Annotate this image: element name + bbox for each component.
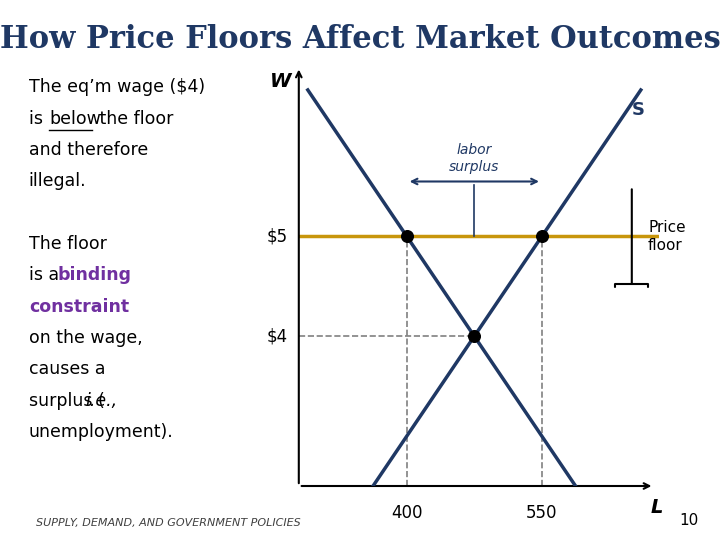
Text: illegal.: illegal. — [29, 172, 86, 190]
Text: the floor: the floor — [94, 110, 173, 127]
Text: SUPPLY, DEMAND, AND GOVERNMENT POLICIES: SUPPLY, DEMAND, AND GOVERNMENT POLICIES — [36, 518, 301, 528]
Text: and therefore: and therefore — [29, 141, 148, 159]
Text: surplus (: surplus ( — [29, 392, 104, 409]
Text: is: is — [29, 110, 48, 127]
Text: L: L — [651, 498, 663, 517]
Text: Price
floor: Price floor — [648, 220, 685, 253]
Text: How Price Floors Affect Market Outcomes: How Price Floors Affect Market Outcomes — [0, 24, 720, 55]
Text: i.e.,: i.e., — [85, 392, 117, 409]
Text: labor
surplus: labor surplus — [449, 143, 500, 173]
Text: on the wage,: on the wage, — [29, 329, 143, 347]
Text: $4: $4 — [267, 327, 288, 345]
Point — [401, 232, 413, 241]
Text: S: S — [632, 101, 645, 119]
Text: below: below — [49, 110, 101, 127]
Text: unemployment).: unemployment). — [29, 423, 174, 441]
Text: 400: 400 — [391, 504, 423, 522]
Text: The eq’m wage ($4): The eq’m wage ($4) — [29, 78, 205, 96]
Point — [536, 232, 547, 241]
Text: constraint: constraint — [29, 298, 129, 315]
Point — [469, 332, 480, 341]
Text: The floor: The floor — [29, 235, 107, 253]
Text: causes a: causes a — [29, 360, 105, 378]
Text: is a: is a — [29, 266, 64, 284]
Text: binding: binding — [58, 266, 132, 284]
Text: W: W — [270, 72, 292, 91]
Text: $5: $5 — [267, 227, 288, 245]
Text: 550: 550 — [526, 504, 557, 522]
Text: 10: 10 — [679, 513, 698, 528]
